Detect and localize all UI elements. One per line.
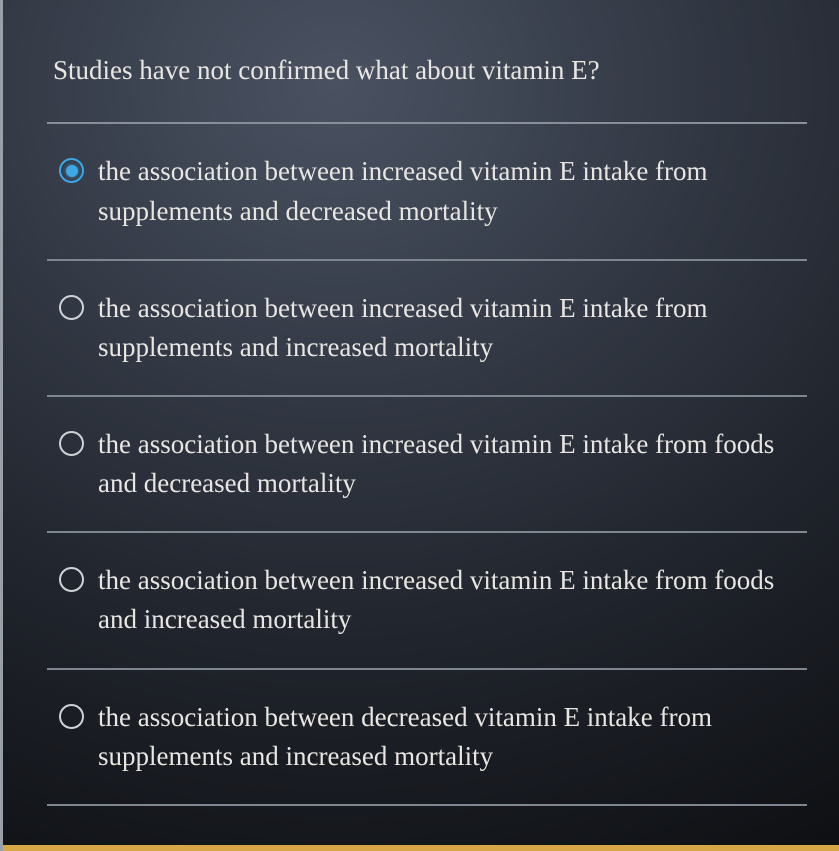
option-row[interactable]: the association between increased vitami… [47, 261, 807, 397]
radio-unselected-icon[interactable] [59, 295, 84, 320]
radio-unselected-icon[interactable] [59, 431, 84, 456]
option-label: the association between increased vitami… [98, 561, 799, 639]
radio-unselected-icon[interactable] [59, 704, 84, 729]
option-label: the association between decreased vitami… [98, 698, 799, 776]
radio-unselected-icon[interactable] [59, 567, 84, 592]
option-label: the association between increased vitami… [98, 152, 799, 230]
option-label: the association between increased vitami… [98, 289, 799, 367]
radio-selected-icon[interactable] [59, 158, 84, 183]
option-row[interactable]: the association between increased vitami… [47, 533, 807, 669]
option-row[interactable]: the association between increased vitami… [47, 124, 807, 260]
option-label: the association between increased vitami… [98, 425, 799, 503]
option-row[interactable]: the association between increased vitami… [47, 397, 807, 533]
question-text: Studies have not confirmed what about vi… [47, 52, 807, 124]
quiz-panel: Studies have not confirmed what about vi… [0, 0, 839, 851]
option-row[interactable]: the association between decreased vitami… [47, 670, 807, 806]
progress-accent-bar [3, 845, 839, 851]
